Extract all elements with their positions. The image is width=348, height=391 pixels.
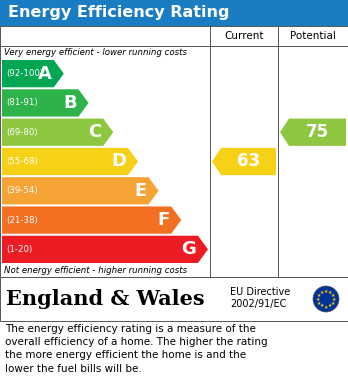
Text: England & Wales: England & Wales [6,289,205,309]
Polygon shape [2,236,208,263]
Circle shape [313,286,339,312]
Text: 75: 75 [306,123,329,141]
Polygon shape [2,177,159,204]
Text: (1-20): (1-20) [6,245,32,254]
Text: Very energy efficient - lower running costs: Very energy efficient - lower running co… [4,48,187,57]
Text: Energy Efficiency Rating: Energy Efficiency Rating [8,5,229,20]
Text: ★: ★ [320,290,324,294]
Text: Potential: Potential [290,31,336,41]
Text: ★: ★ [328,303,332,308]
Text: D: D [111,152,126,170]
Text: ★: ★ [317,292,321,298]
Text: ★: ★ [320,303,324,308]
Polygon shape [2,118,113,146]
Text: (21-38): (21-38) [6,215,38,224]
Text: B: B [63,94,77,112]
Text: C: C [88,123,101,141]
Text: EU Directive
2002/91/EC: EU Directive 2002/91/EC [230,287,290,309]
Text: ★: ★ [324,305,328,310]
Text: (69-80): (69-80) [6,128,38,137]
Polygon shape [280,118,346,146]
Bar [0,26,348,277]
Text: F: F [157,211,169,229]
Text: (81-91): (81-91) [6,99,38,108]
Text: ★: ★ [317,301,321,305]
Text: (55-68): (55-68) [6,157,38,166]
Text: (39-54): (39-54) [6,186,38,195]
Text: Not energy efficient - higher running costs: Not energy efficient - higher running co… [4,266,187,275]
Text: ★: ★ [328,290,332,294]
Text: The energy efficiency rating is a measure of the
overall efficiency of a home. T: The energy efficiency rating is a measur… [5,324,268,373]
Text: ★: ★ [332,296,336,301]
Polygon shape [2,60,64,87]
Text: E: E [134,182,147,200]
Text: ★: ★ [331,301,335,305]
Text: 63: 63 [237,152,260,170]
Text: ★: ★ [331,292,335,298]
Text: ★: ★ [324,289,328,294]
Polygon shape [2,206,181,234]
Bar [0,0,348,26]
Polygon shape [212,148,276,175]
Text: ★: ★ [316,296,320,301]
Text: Current: Current [224,31,264,41]
Polygon shape [2,89,88,117]
Text: (92-100): (92-100) [6,69,43,78]
Text: A: A [38,65,52,83]
Text: G: G [181,240,196,258]
Polygon shape [2,148,138,175]
Bar [0,277,348,321]
